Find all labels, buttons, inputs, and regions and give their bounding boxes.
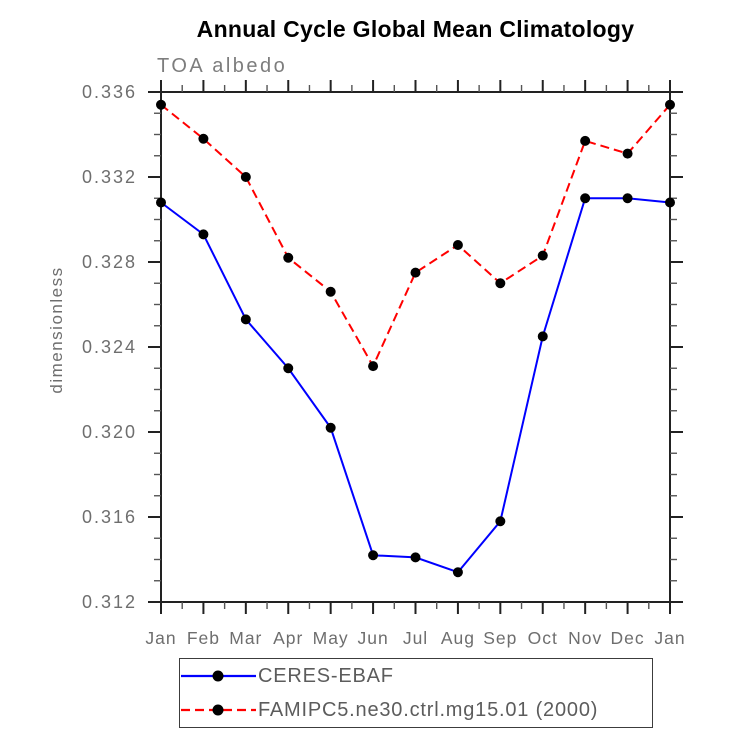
- y-tick-label: 0.332: [82, 167, 137, 187]
- data-point: [580, 135, 591, 146]
- data-point: [452, 567, 463, 578]
- x-tick-label: Jul: [403, 628, 428, 648]
- chart-title: Annual Cycle Global Mean Climatology: [196, 16, 635, 42]
- series-line-0: [160, 197, 671, 574]
- x-tick-label: Jan: [145, 628, 176, 648]
- x-tick-label: Dec: [611, 628, 645, 648]
- y-tick-label: 0.316: [82, 507, 137, 527]
- data-point: [368, 550, 379, 561]
- data-point: [622, 193, 633, 204]
- data-point: [283, 252, 294, 263]
- x-tick-label: Feb: [187, 628, 220, 648]
- x-tick-label: May: [313, 628, 349, 648]
- data-point: [665, 99, 675, 110]
- x-tick-label: Nov: [568, 628, 602, 648]
- data-point: [156, 197, 166, 208]
- x-tick-label: Oct: [528, 628, 558, 648]
- x-tick-label: Apr: [273, 628, 303, 648]
- x-tick-label: Jun: [357, 628, 388, 648]
- data-point: [495, 278, 506, 289]
- y-tick-label: 0.336: [82, 82, 137, 102]
- x-tick-label: Sep: [483, 628, 517, 648]
- data-point: [240, 172, 251, 182]
- data-point: [495, 516, 506, 527]
- data-point: [665, 197, 675, 208]
- legend-sample-marker: [212, 704, 224, 716]
- y-tick-label: 0.320: [82, 422, 137, 442]
- data-point: [368, 361, 379, 372]
- data-point: [410, 267, 421, 278]
- legend-key-ceres-icon: [181, 670, 256, 682]
- data-point: [580, 193, 591, 204]
- data-point: [325, 286, 336, 297]
- y-tick-label: 0.328: [82, 252, 137, 272]
- y-tick-label: 0.324: [82, 337, 137, 357]
- data-point: [452, 240, 463, 250]
- legend-item-model: FAMIPC5.ne30.ctrl.mg15.01 (2000): [180, 697, 652, 723]
- legend-sample-marker: [212, 670, 224, 682]
- x-tick-label: Jan: [654, 628, 685, 648]
- data-point: [537, 250, 548, 261]
- legend-key-model-icon: [181, 704, 256, 716]
- legend-label-model: FAMIPC5.ne30.ctrl.mg15.01 (2000): [258, 698, 599, 721]
- data-point: [198, 229, 209, 240]
- data-point: [156, 99, 166, 110]
- legend-item-ceres: CERES-EBAF: [180, 663, 652, 689]
- chart-subtitle: TOA albedo: [157, 55, 288, 77]
- data-point: [622, 148, 633, 159]
- x-tick-label: Aug: [441, 628, 475, 648]
- data-point: [410, 552, 421, 563]
- y-tick-label: 0.312: [82, 592, 137, 612]
- series-line-1: [160, 103, 671, 369]
- data-point: [283, 363, 294, 374]
- data-point: [537, 331, 548, 342]
- x-tick-label: Mar: [229, 628, 262, 648]
- data-point: [325, 422, 336, 433]
- legend-label-ceres: CERES-EBAF: [258, 664, 394, 687]
- data-point: [240, 314, 251, 325]
- legend: CERES-EBAF FAMIPC5.ne30.ctrl.mg15.01 (20…: [179, 658, 653, 728]
- data-point: [198, 133, 209, 144]
